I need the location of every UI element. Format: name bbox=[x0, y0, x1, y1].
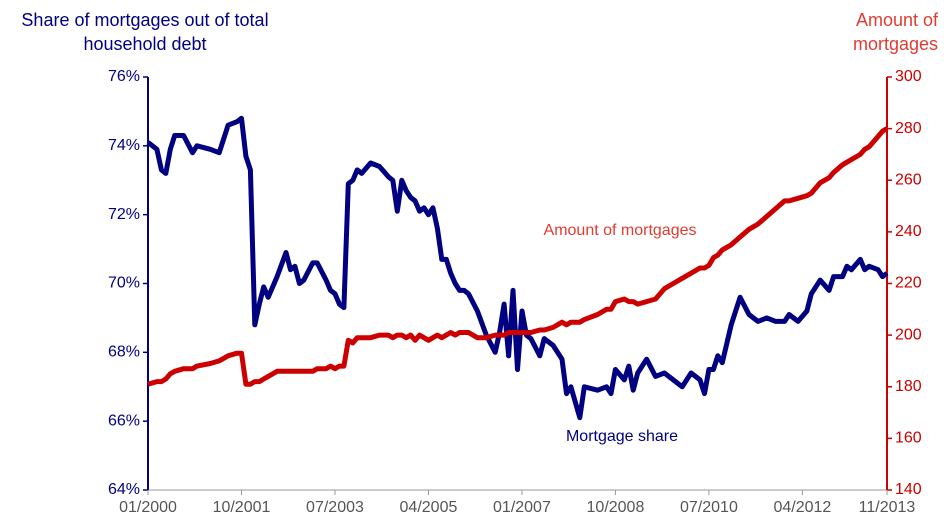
y-tick-label: 70% bbox=[108, 275, 140, 292]
y2-axis-label: Amount of mortgages bbox=[852, 10, 938, 54]
x-tick-label: 07/2003 bbox=[306, 499, 364, 516]
y-axis-label: Share of mortgages out of total househol… bbox=[21, 10, 269, 54]
y-tick-label: 68% bbox=[108, 344, 140, 361]
x-tick-label: 07/2010 bbox=[680, 499, 738, 516]
y-tick-label: 64% bbox=[108, 481, 140, 498]
y-tick-label: 72% bbox=[108, 206, 140, 223]
y2-tick-label: 140 bbox=[895, 481, 922, 498]
x-tick-label: 04/2012 bbox=[773, 499, 831, 516]
y2-tick-label: 160 bbox=[895, 430, 922, 447]
y-tick-label: 74% bbox=[108, 137, 140, 154]
x-tick-label: 10/2008 bbox=[587, 499, 645, 516]
y2-tick-label: 300 bbox=[895, 68, 922, 85]
x-tick-label: 10/2001 bbox=[213, 499, 271, 516]
series-label: Amount of mortgages bbox=[544, 222, 697, 239]
x-tick-label: 04/2005 bbox=[400, 499, 458, 516]
y2-tick-label: 180 bbox=[895, 378, 922, 395]
series-label: Mortgage share bbox=[566, 428, 678, 445]
y2-tick-label: 260 bbox=[895, 171, 922, 188]
y-tick-label: 76% bbox=[108, 68, 140, 85]
y2-tick-label: 220 bbox=[895, 275, 922, 292]
x-tick-label: 11/2013 bbox=[859, 499, 916, 516]
x-tick-label: 01/2000 bbox=[119, 499, 177, 516]
x-tick-label: 01/2007 bbox=[493, 499, 551, 516]
y-tick-label: 66% bbox=[108, 412, 140, 429]
series-line bbox=[146, 115, 889, 421]
y2-tick-label: 240 bbox=[895, 223, 922, 240]
y2-tick-label: 200 bbox=[895, 326, 922, 343]
series-line bbox=[147, 126, 889, 387]
y2-tick-label: 280 bbox=[895, 120, 922, 137]
